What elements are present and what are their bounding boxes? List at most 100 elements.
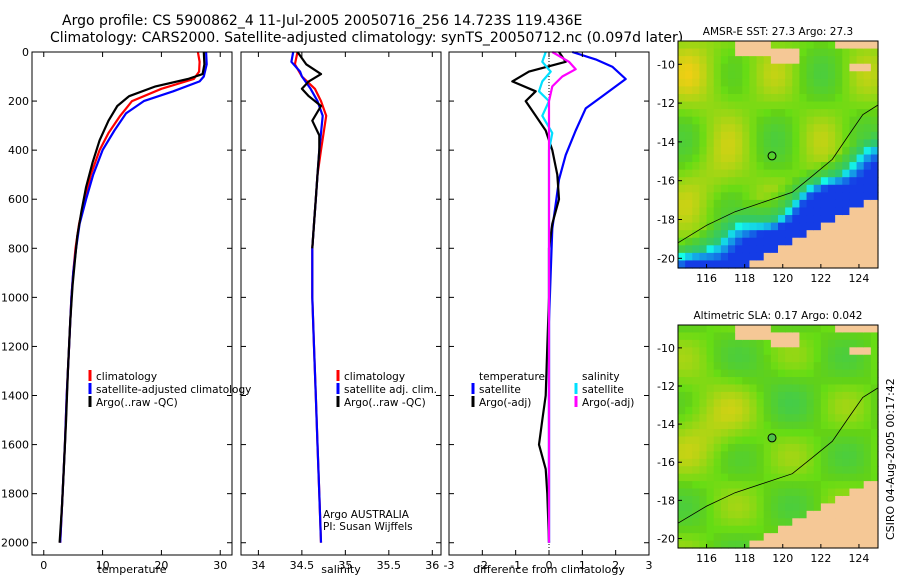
map-cell [799, 436, 808, 445]
map-cell [735, 63, 743, 72]
map-cell [806, 184, 815, 193]
map-cell [835, 101, 843, 110]
map-cell [770, 169, 779, 178]
map-cell [678, 518, 686, 527]
map-cell [842, 466, 851, 475]
map-cell [792, 162, 801, 171]
map-cell [713, 162, 722, 171]
map-cell [720, 260, 729, 269]
map-cell [763, 192, 772, 201]
map-cell [735, 488, 743, 497]
map-cell [870, 237, 879, 246]
map-cell [770, 495, 779, 504]
map-frame [677, 40, 879, 269]
map-cell [792, 429, 801, 438]
map-cell [728, 451, 736, 460]
map-cell [728, 177, 736, 186]
map-cell [678, 339, 686, 348]
map-cell [706, 252, 715, 262]
map-cell [706, 458, 715, 467]
map-cell [792, 252, 801, 262]
map-cell [749, 540, 758, 549]
map-cell [699, 451, 708, 460]
map-cell [749, 162, 758, 171]
map-cell [785, 139, 793, 148]
map-cell [728, 41, 736, 50]
map-cell [856, 260, 865, 269]
map-cell [820, 215, 829, 224]
map-cell [820, 488, 829, 497]
map-x-tick-label: 116 [696, 552, 717, 565]
map-cell [863, 215, 872, 224]
map-cell [770, 146, 779, 156]
map-cell [699, 332, 708, 341]
map-cell [692, 56, 701, 65]
map-cell [799, 245, 808, 254]
map-cell [820, 354, 829, 363]
map-cell [678, 252, 686, 262]
map-cell [799, 109, 808, 118]
map-cell [742, 154, 751, 163]
map-cell [720, 384, 729, 393]
map-cell [678, 56, 686, 65]
map-cell [849, 192, 858, 201]
map-cell [678, 347, 686, 356]
map-cell [756, 154, 765, 163]
map-cell [706, 207, 715, 216]
map-cell [685, 162, 693, 171]
map-cell [828, 518, 836, 527]
map-cell [749, 237, 758, 246]
map-cell [828, 414, 836, 423]
map-cell [842, 169, 851, 178]
map-cell [699, 414, 708, 423]
map-cell [699, 131, 708, 140]
map-cell [763, 199, 772, 209]
map-cell [870, 458, 879, 467]
map-cell [706, 436, 715, 445]
map-cell [870, 139, 879, 148]
map-cell [735, 458, 743, 467]
map-cell [799, 124, 808, 133]
map-cell [778, 93, 786, 103]
map-cell [720, 399, 729, 408]
map-cell [828, 451, 836, 460]
map-cell [685, 199, 693, 209]
map-cell [770, 93, 779, 103]
map-cell [699, 56, 708, 65]
map-cell [713, 169, 722, 178]
map-cell [813, 481, 822, 490]
map-cell [835, 362, 843, 371]
map-cell [820, 222, 829, 231]
map-cell [735, 177, 743, 186]
map-cell [728, 473, 736, 482]
map-cell [735, 199, 743, 209]
map-cell [735, 222, 743, 231]
map-cell [799, 443, 808, 452]
map-cell [828, 109, 836, 118]
map-cell [806, 421, 815, 430]
map-cell [863, 93, 872, 103]
map-cell [863, 139, 872, 148]
map-cell [849, 436, 858, 445]
map-cell [863, 222, 872, 231]
map-cell [706, 391, 715, 400]
map-cell [778, 421, 786, 430]
map-cell [678, 93, 686, 103]
map-cell [842, 162, 851, 171]
map-cell [799, 421, 808, 430]
map-cell [785, 525, 793, 534]
map-cell [678, 525, 686, 534]
map-cell [863, 518, 872, 527]
map-cell [778, 533, 786, 542]
map-cell [763, 222, 772, 231]
map-cell [849, 56, 858, 65]
map-cell [728, 93, 736, 103]
map-cell [778, 391, 786, 400]
map-cell [692, 154, 701, 163]
map-cell [742, 93, 751, 103]
map-cell [820, 93, 829, 103]
map-cell [863, 184, 872, 193]
map-cell [842, 369, 851, 378]
map-cell [756, 354, 765, 363]
